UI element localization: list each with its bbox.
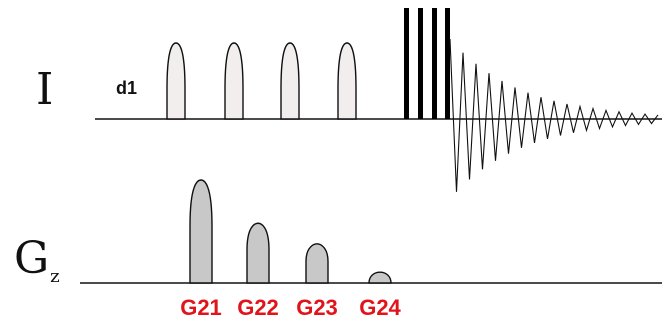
gradient-label-g21: G21	[180, 295, 222, 320]
hard-pulse-4	[445, 8, 450, 119]
selective-pulse-3	[280, 42, 300, 120]
gradient-label-group: G21 G22 G23 G24	[180, 295, 401, 320]
gradient-pulse-g21	[189, 179, 213, 284]
fid-signal	[449, 38, 659, 192]
channel-label-proton: I	[36, 64, 53, 115]
channel-label-gradient-main: G	[14, 233, 49, 284]
selective-pulse-group	[166, 42, 357, 120]
selective-pulse-1	[166, 42, 186, 120]
channel-label-gradient-sub: z	[50, 266, 59, 287]
channel-label-gradient: Gz	[14, 233, 60, 287]
hard-pulse-3	[432, 8, 437, 119]
hard-pulse-group	[404, 8, 450, 119]
gradient-label-g22: G22	[237, 295, 279, 320]
gradient-pulse-g23	[305, 243, 329, 284]
gradient-pulse-g22	[246, 222, 270, 284]
gradient-pulse-g24	[368, 271, 392, 284]
selective-pulse-4	[337, 42, 357, 120]
gradient-pulse-group	[189, 179, 392, 284]
gradient-label-g23: G23	[296, 295, 338, 320]
delay-label-d1: d1	[116, 78, 137, 98]
selective-pulse-2	[224, 42, 244, 120]
gradient-label-g24: G24	[359, 295, 401, 320]
hard-pulse-2	[418, 8, 423, 119]
hard-pulse-1	[404, 8, 409, 119]
